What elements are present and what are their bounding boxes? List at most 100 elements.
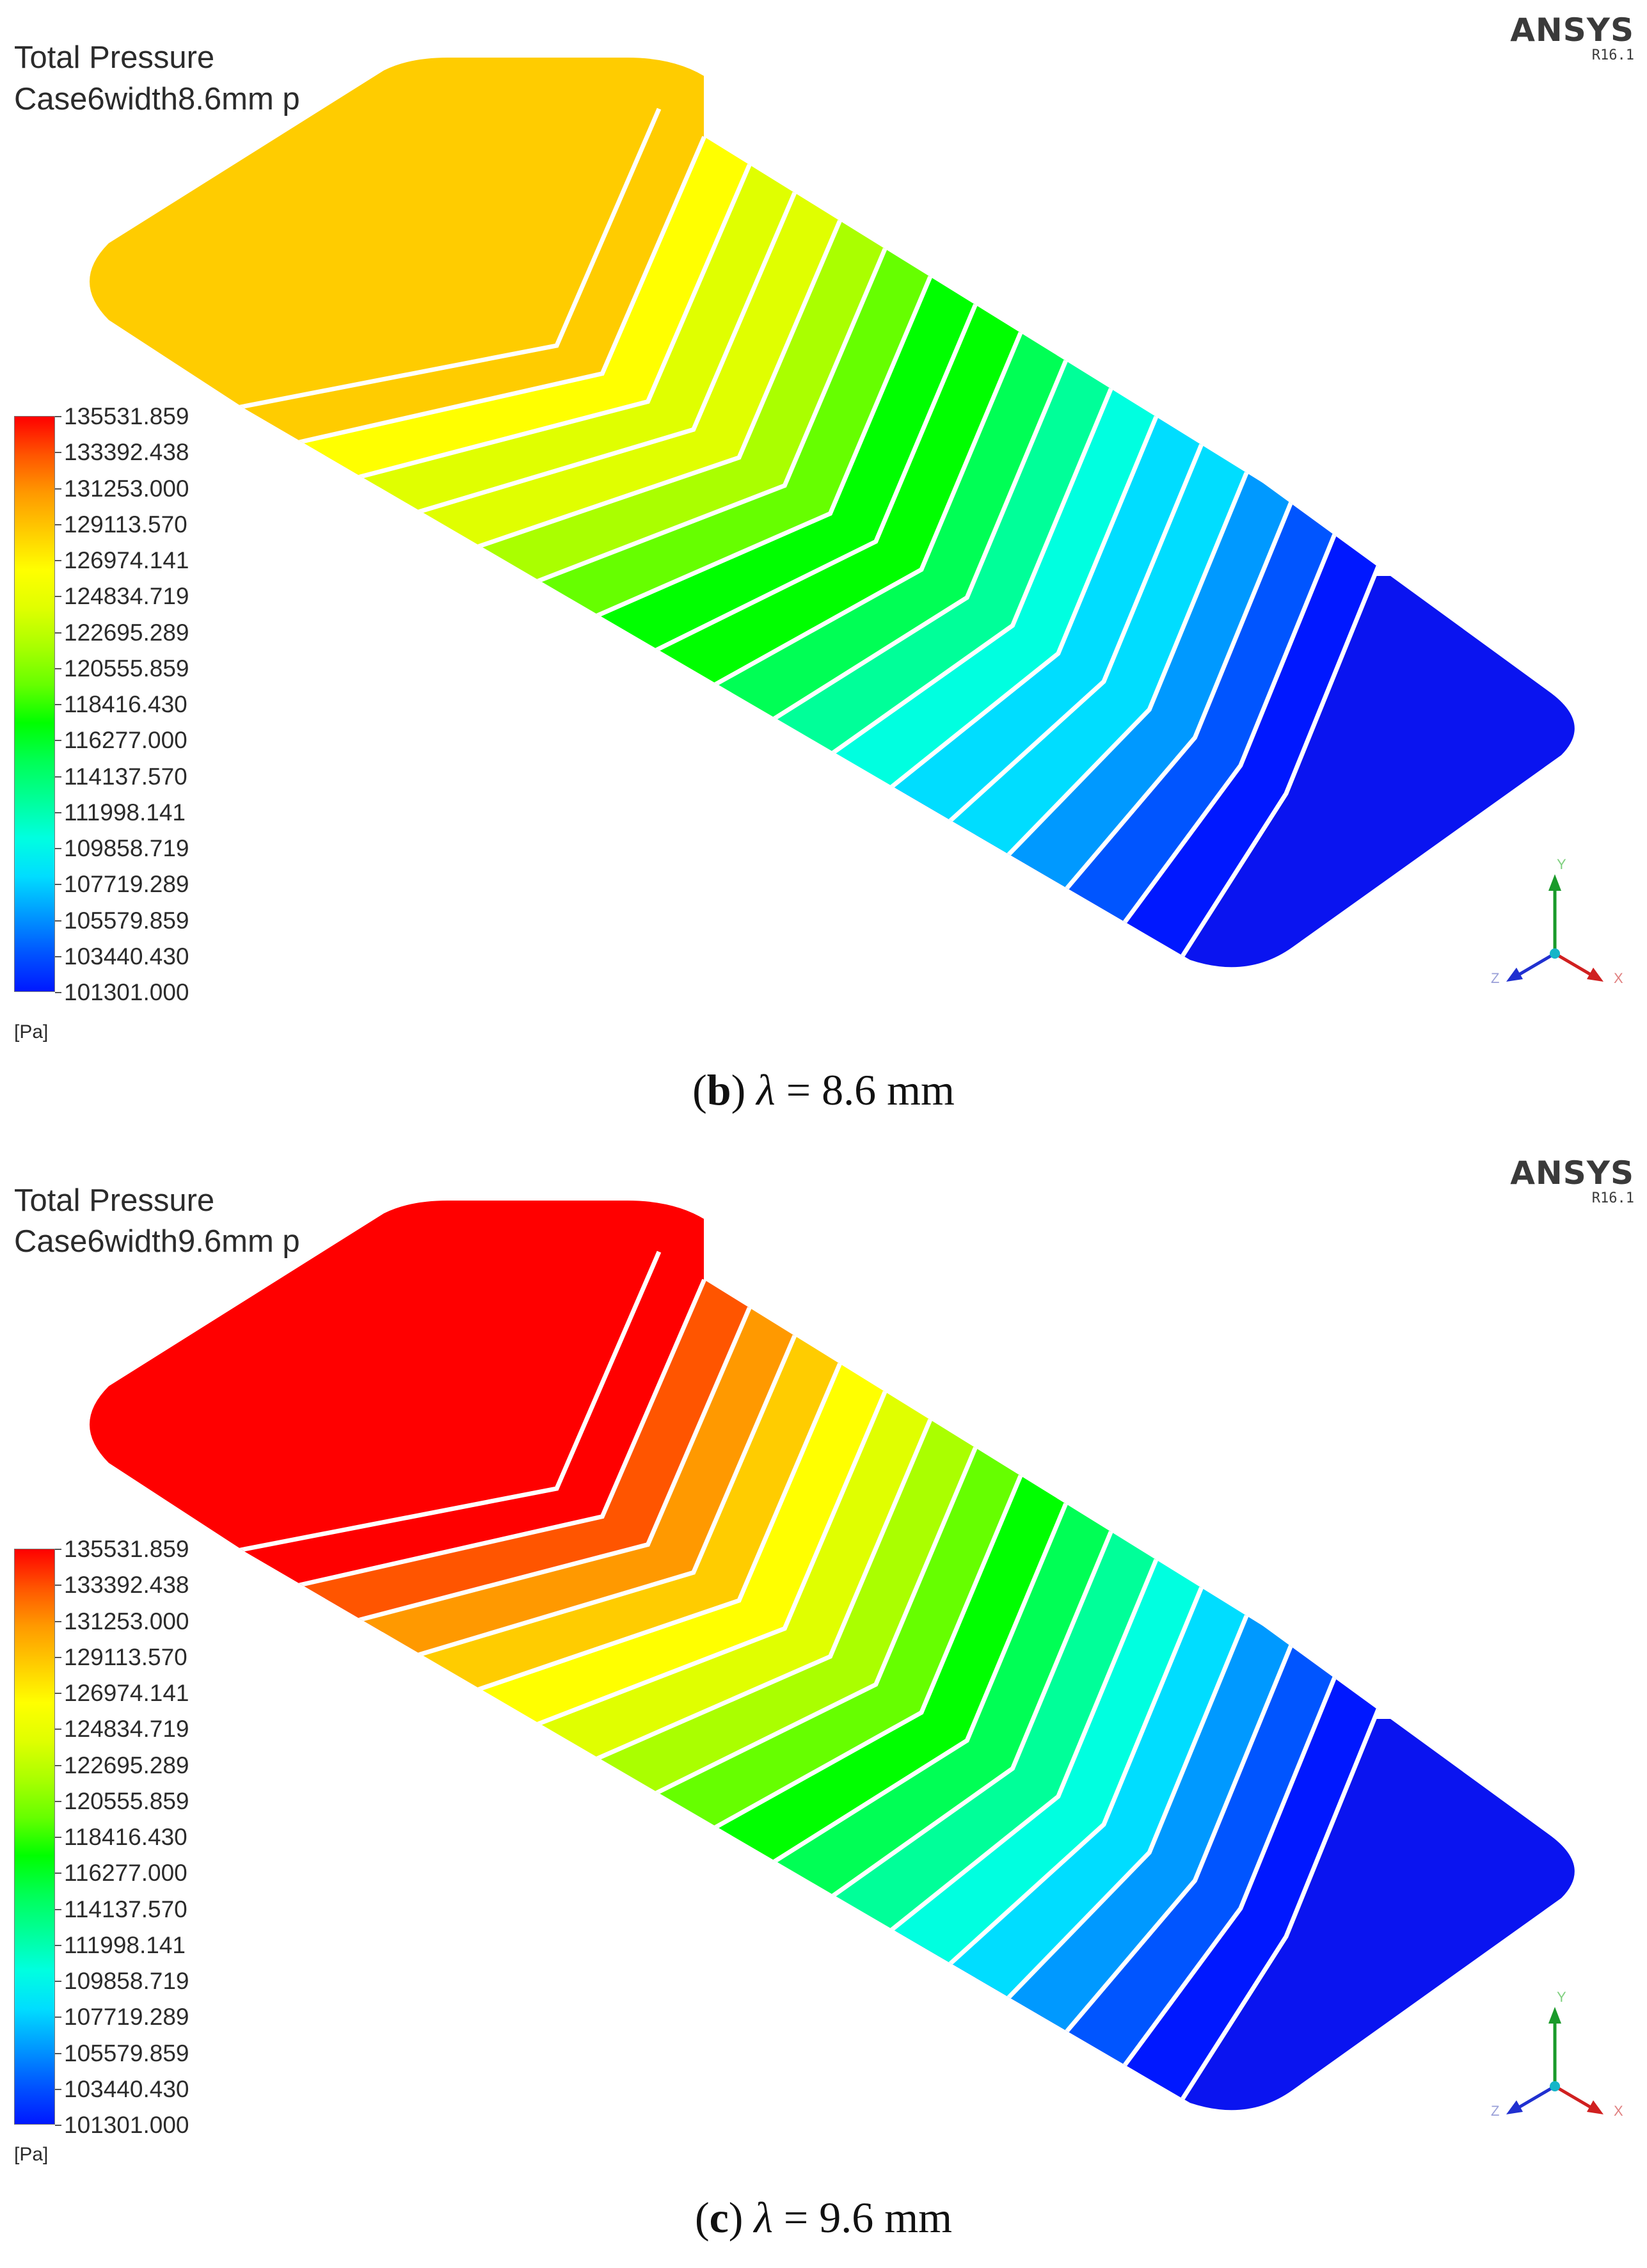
- legend-tick-label: 114137.570: [64, 1896, 187, 1922]
- channel-band: [521, 248, 930, 623]
- contour-panel-b: Total Pressure Case6width8.6mm p ANSYS R…: [14, 14, 1634, 1114]
- channel-wall: [227, 1250, 662, 1555]
- legend-tick: [55, 1620, 61, 1622]
- legend-tick: [55, 1944, 61, 1946]
- channel-band: [639, 1448, 1021, 1837]
- axis-z-label: Z: [1491, 970, 1499, 986]
- legend-tick: [55, 1873, 61, 1874]
- channel-wall: [989, 1615, 1249, 2017]
- legend-tick-label: 135531.859: [64, 403, 189, 429]
- channel-band: [403, 1336, 840, 1695]
- legend-unit: [Pa]: [14, 2144, 49, 2165]
- panel-caption: (b) λ = 8.6 mm: [692, 1066, 955, 1114]
- caption-text: = 8.6 mm: [775, 1066, 955, 1114]
- legend-tick: [55, 1656, 61, 1658]
- legend-tick: [55, 1981, 61, 1982]
- legend-tick-label: 118416.430: [64, 1824, 187, 1850]
- legend-tick: [55, 452, 61, 454]
- legend-tick: [55, 488, 61, 490]
- legend-tick-label: 135531.859: [64, 1536, 189, 1562]
- legend-tick-label: 103440.430: [64, 2075, 189, 2102]
- channel-wall: [344, 164, 752, 483]
- channel-band: [873, 1560, 1202, 1980]
- channel-wall: [578, 1419, 932, 1768]
- legend-tick: [55, 523, 61, 525]
- legend-tick-label: 105579.859: [64, 907, 189, 934]
- legend-tick-label: 105579.859: [64, 2040, 189, 2066]
- channel-band: [815, 388, 1156, 801]
- channel-wall: [813, 388, 1113, 768]
- legend-tick-label: 129113.570: [64, 1643, 187, 1670]
- logo-brand: ANSYS: [1510, 12, 1634, 49]
- plate-fill: [90, 58, 1575, 968]
- legend-tick-label: 109858.719: [64, 835, 189, 861]
- channel-wall: [637, 1446, 978, 1804]
- case-title: Case6width8.6mm p: [14, 82, 300, 116]
- legend-tick-label: 124834.719: [64, 583, 189, 610]
- axis-triad: Y X Z: [1491, 1989, 1623, 2119]
- legend-tick: [55, 1837, 61, 1838]
- channel-wall: [402, 1334, 797, 1662]
- channel-band: [344, 1307, 795, 1659]
- channel-wall: [1166, 555, 1385, 968]
- channel-band: [815, 1531, 1156, 1944]
- legend-tick: [55, 884, 61, 886]
- legend-tick-label: 129113.570: [64, 511, 187, 538]
- channel-wall: [872, 1558, 1159, 1946]
- channel-band: [991, 1615, 1292, 2051]
- legend-tick-label: 126974.141: [64, 1680, 189, 1706]
- legend-tick-label: 131253.000: [64, 1608, 189, 1634]
- ansys-logo: ANSYS R16.1: [1510, 14, 1634, 63]
- channel-wall: [578, 276, 932, 625]
- channel-wall: [1166, 1698, 1385, 2111]
- channel-band: [227, 109, 704, 445]
- logo-version: R16.1: [1591, 47, 1634, 63]
- legend-color-bar: [14, 1549, 55, 2125]
- axis-z-label: Z: [1491, 2103, 1499, 2119]
- channel-band: [873, 417, 1202, 837]
- channel-band: [521, 1391, 930, 1766]
- legend-tick: [55, 2016, 61, 2018]
- channel-wall: [637, 303, 978, 661]
- channel-wall: [1048, 500, 1294, 910]
- legend-tick: [55, 1729, 61, 1730]
- legend-tick-label: 111998.141: [64, 799, 186, 826]
- legend-tick-label: 103440.430: [64, 943, 189, 970]
- panel-caption: (c) λ = 9.6 mm: [694, 2193, 953, 2242]
- channel-band: [639, 305, 1021, 694]
- legend-tick: [55, 740, 61, 742]
- legend-tick-label: 116277.000: [64, 727, 187, 754]
- channel-wall: [1107, 527, 1339, 945]
- pressure-contour-plot: [90, 58, 1575, 968]
- caption-symbol: λ: [754, 2193, 773, 2242]
- legend-tick: [55, 955, 61, 957]
- legend-tick: [55, 920, 61, 922]
- channel-band: [991, 472, 1292, 908]
- channel-wall: [285, 136, 706, 448]
- legend-tick: [55, 2052, 61, 2054]
- caption-letter: b: [706, 1066, 731, 1114]
- channel-wall: [931, 443, 1204, 839]
- channel-band: [1050, 500, 1337, 944]
- legend-tick: [55, 667, 61, 669]
- channel-band: [932, 445, 1247, 873]
- legend-tick-label: 109858.719: [64, 1968, 189, 1994]
- legend-tick-label: 133392.438: [64, 439, 189, 466]
- legend-tick-label: 126974.141: [64, 547, 189, 573]
- legend-tick-label: 122695.289: [64, 1752, 189, 1778]
- legend-tick-label: 124834.719: [64, 1716, 189, 1743]
- channel-band: [580, 1419, 976, 1802]
- legend-tick: [55, 1800, 61, 1802]
- axis-y-label: Y: [1557, 856, 1566, 872]
- legend-tick-label: 122695.289: [64, 619, 189, 646]
- legend-tick: [55, 416, 61, 417]
- channel-wall: [755, 360, 1068, 732]
- logo-version: R16.1: [1591, 1190, 1634, 1206]
- channel-wall: [931, 1586, 1204, 1982]
- variable-title: Total Pressure: [14, 1183, 215, 1218]
- channel-wall: [520, 248, 887, 590]
- legend-tick-label: 118416.430: [64, 691, 187, 717]
- channel-wall: [461, 1362, 842, 1697]
- logo-brand: ANSYS: [1510, 1154, 1634, 1192]
- channel-band: [1050, 1643, 1337, 2087]
